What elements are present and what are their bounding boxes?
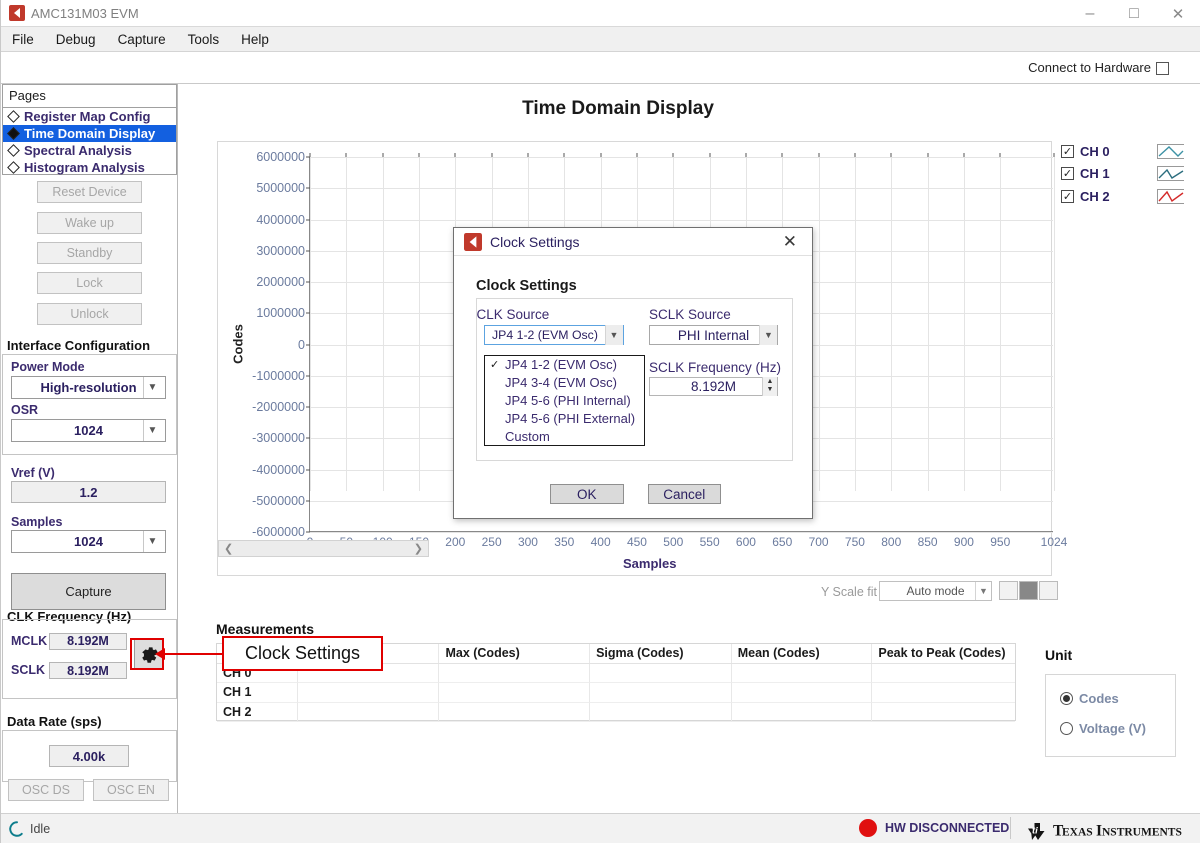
svg-text:NSTRUMENTS: NSTRUMENTS [1102, 827, 1182, 839]
svg-text:ti: ti [1032, 826, 1038, 837]
svg-text:EXAS: EXAS [1062, 827, 1093, 839]
